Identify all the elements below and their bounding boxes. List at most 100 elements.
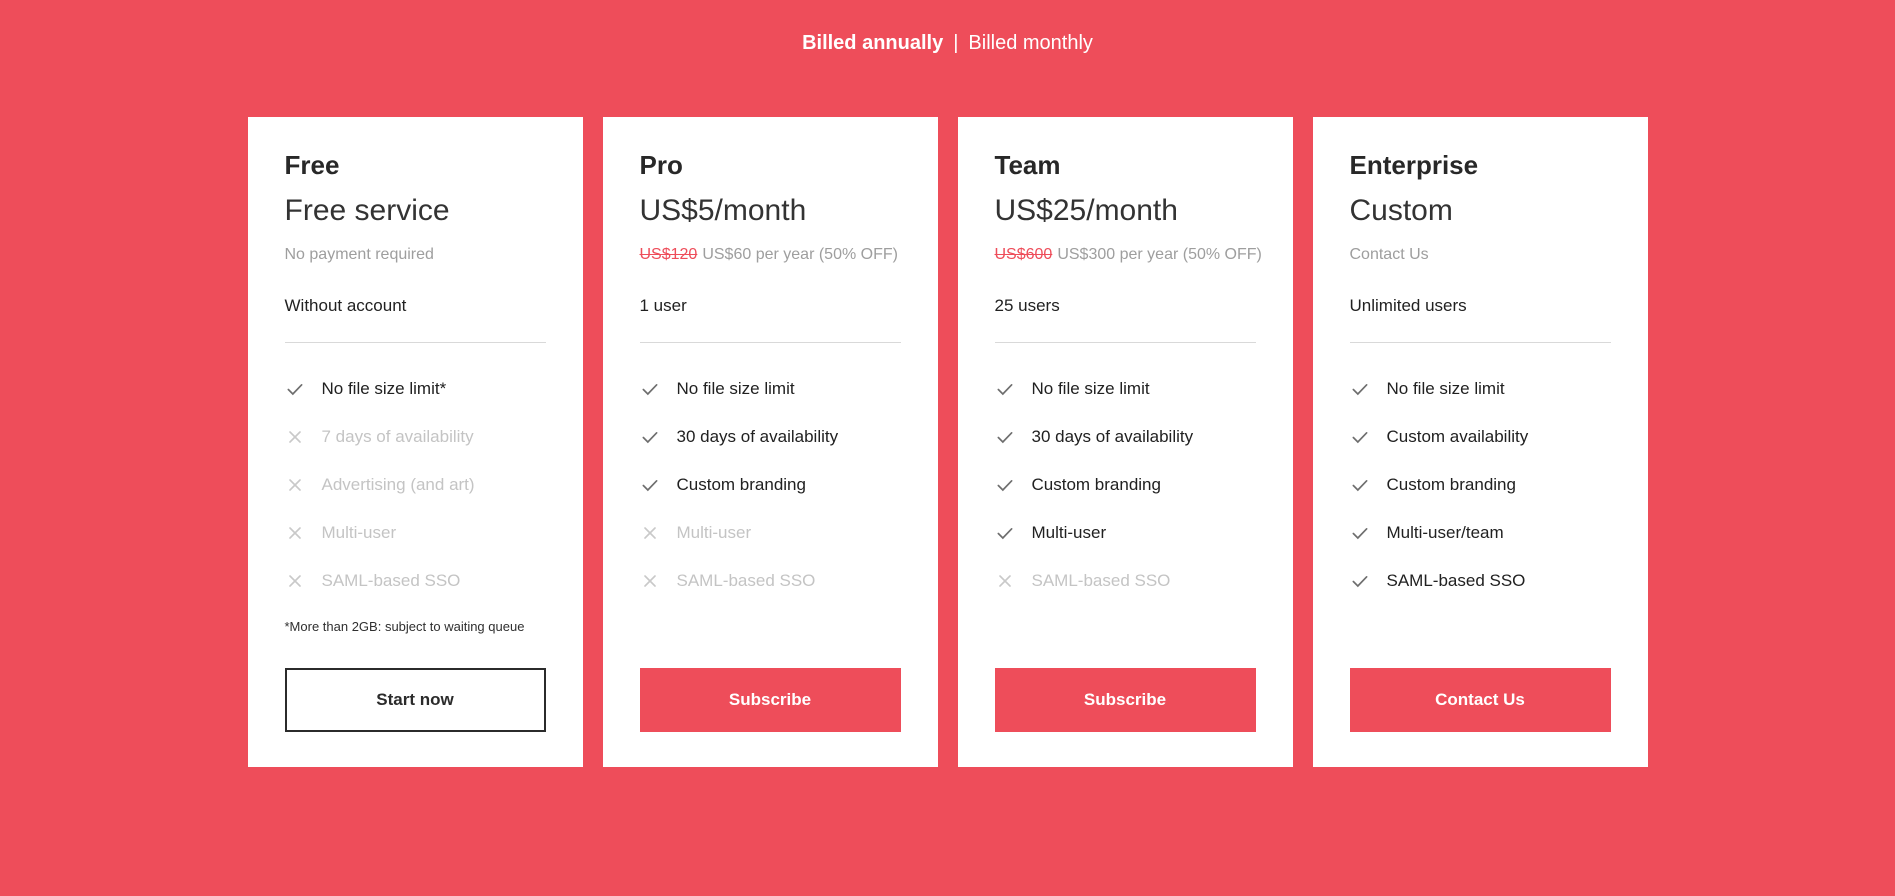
- check-icon: [1350, 427, 1370, 447]
- feature-label: No file size limit: [676, 379, 795, 398]
- feature-item: 30 days of availability: [995, 413, 1256, 461]
- check-icon: [1350, 475, 1370, 495]
- feature-label: 30 days of availability: [676, 427, 839, 446]
- start-now-button[interactable]: Start now: [284, 668, 546, 732]
- check-icon: [995, 523, 1015, 543]
- check-icon: [995, 379, 1015, 399]
- check-icon: [640, 427, 660, 447]
- plan-footnote: *More than 2GB: subject to waiting queue: [284, 619, 525, 634]
- check-icon: [285, 379, 305, 399]
- original-price: US$600: [994, 246, 1053, 263]
- feature-list: No file size limit 30 days of availabili…: [995, 365, 1256, 605]
- feature-item: Custom availability: [1350, 413, 1611, 461]
- cross-icon: [995, 571, 1015, 591]
- feature-list: No file size limit Custom availability C…: [1350, 365, 1611, 605]
- feature-label: No file size limit: [1386, 379, 1505, 398]
- feature-item: No file size limit: [640, 365, 901, 413]
- feature-item: Custom branding: [1350, 461, 1611, 509]
- feature-item: Multi-user: [640, 509, 901, 557]
- plan-price-note: No payment required: [285, 245, 546, 264]
- price-note-text: US$300 per year (50% OFF): [1057, 246, 1262, 263]
- feature-item: 7 days of availability: [285, 413, 546, 461]
- plan-price: US$25/month: [994, 194, 1178, 227]
- price-note-text: Contact Us: [1349, 246, 1429, 263]
- cross-icon: [285, 475, 305, 495]
- contact-us-button[interactable]: Contact Us: [1349, 668, 1611, 732]
- feature-label: SAML-based SSO: [676, 571, 816, 590]
- feature-label: Advertising (and art): [321, 475, 475, 494]
- pricing-card-free: Free Free service No payment required Wi…: [247, 117, 583, 767]
- billing-separator: |: [953, 32, 959, 54]
- feature-list: No file size limit* 7 days of availabili…: [285, 365, 546, 605]
- feature-label: Multi-user: [321, 523, 397, 542]
- subscribe-button[interactable]: Subscribe: [639, 668, 901, 732]
- feature-item: No file size limit*: [285, 365, 546, 413]
- plan-price-note: Contact Us: [1350, 245, 1611, 264]
- feature-item: SAML-based SSO: [640, 557, 901, 605]
- feature-item: Advertising (and art): [285, 461, 546, 509]
- feature-label: Custom branding: [1031, 475, 1161, 494]
- feature-label: 7 days of availability: [321, 427, 474, 446]
- feature-label: Custom branding: [676, 475, 806, 494]
- plan-users: Without account: [284, 296, 407, 315]
- pricing-card-pro: Pro US$5/month US$120 US$60 per year (50%…: [602, 117, 938, 767]
- plan-price: Free service: [284, 194, 450, 227]
- pricing-cards: Free Free service No payment required Wi…: [0, 117, 1895, 767]
- feature-item: 30 days of availability: [640, 413, 901, 461]
- plan-price-note: US$600 US$300 per year (50% OFF): [994, 245, 1262, 264]
- subscribe-button[interactable]: Subscribe: [994, 668, 1256, 732]
- plan-name: Enterprise: [1349, 150, 1479, 180]
- feature-item: Multi-user: [285, 509, 546, 557]
- cross-icon: [285, 571, 305, 591]
- plan-users: Unlimited users: [1349, 296, 1467, 315]
- cross-icon: [285, 427, 305, 447]
- feature-label: No file size limit: [1031, 379, 1150, 398]
- feature-label: SAML-based SSO: [1031, 571, 1171, 590]
- feature-label: Multi-user: [1031, 523, 1107, 542]
- pricing-card-team: Team US$25/month US$600 US$300 per year (…: [957, 117, 1293, 767]
- check-icon: [1350, 523, 1370, 543]
- billing-annually-link[interactable]: Billed annually: [802, 32, 944, 54]
- feature-item: Custom branding: [640, 461, 901, 509]
- check-icon: [640, 475, 660, 495]
- check-icon: [995, 475, 1015, 495]
- price-note-text: US$60 per year (50% OFF): [702, 246, 898, 263]
- divider: [994, 342, 1256, 343]
- feature-label: 30 days of availability: [1031, 427, 1194, 446]
- feature-label: SAML-based SSO: [321, 571, 461, 590]
- feature-label: SAML-based SSO: [1386, 571, 1526, 590]
- divider: [1349, 342, 1611, 343]
- check-icon: [640, 379, 660, 399]
- check-icon: [1350, 571, 1370, 591]
- feature-label: Custom branding: [1386, 475, 1516, 494]
- pricing-card-enterprise: Enterprise Custom Contact Us Unlimited u…: [1312, 117, 1648, 767]
- price-note-text: No payment required: [284, 246, 434, 263]
- plan-price: Custom: [1349, 194, 1453, 227]
- feature-label: Multi-user/team: [1386, 523, 1504, 542]
- feature-item: SAML-based SSO: [1350, 557, 1611, 605]
- check-icon: [1350, 379, 1370, 399]
- divider: [639, 342, 901, 343]
- plan-users: 25 users: [994, 296, 1060, 315]
- billing-toggle: Billed annually | Billed monthly: [0, 31, 1895, 55]
- divider: [284, 342, 546, 343]
- plan-name: Free: [284, 150, 340, 180]
- feature-item: Multi-user: [995, 509, 1256, 557]
- feature-label: Custom availability: [1386, 427, 1529, 446]
- feature-item: SAML-based SSO: [285, 557, 546, 605]
- feature-list: No file size limit 30 days of availabili…: [640, 365, 901, 605]
- cross-icon: [640, 571, 660, 591]
- feature-item: No file size limit: [1350, 365, 1611, 413]
- feature-item: No file size limit: [995, 365, 1256, 413]
- cross-icon: [285, 523, 305, 543]
- feature-label: Multi-user: [676, 523, 752, 542]
- feature-item: SAML-based SSO: [995, 557, 1256, 605]
- plan-name: Team: [994, 150, 1061, 180]
- check-icon: [995, 427, 1015, 447]
- feature-item: Multi-user/team: [1350, 509, 1611, 557]
- billing-monthly-link[interactable]: Billed monthly: [968, 32, 1093, 54]
- plan-users: 1 user: [639, 296, 687, 315]
- feature-item: Custom branding: [995, 461, 1256, 509]
- plan-price-note: US$120 US$60 per year (50% OFF): [640, 245, 901, 264]
